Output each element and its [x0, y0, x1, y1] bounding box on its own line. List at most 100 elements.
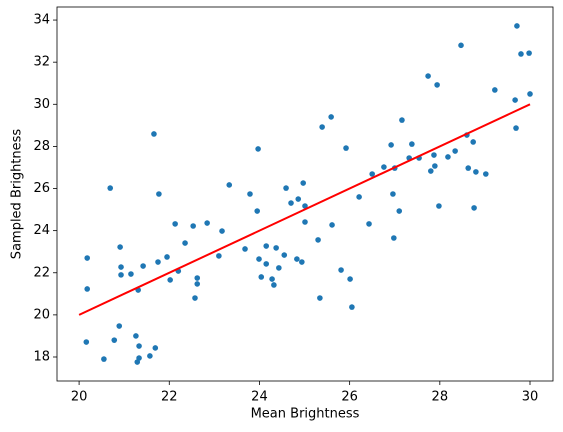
scatter-point: [116, 323, 123, 329]
scatter-point: [409, 141, 415, 147]
scatter-point: [319, 124, 325, 130]
scatter-point: [226, 182, 233, 188]
scatter-point: [473, 169, 479, 175]
scatter-point: [216, 253, 222, 259]
scatter-point: [366, 221, 372, 227]
scatter-point: [458, 42, 464, 49]
scatter-point: [164, 254, 170, 260]
y-tick-label: 20: [33, 307, 50, 322]
scatter-point: [328, 114, 334, 120]
y-axis-label: Sampled Brightness: [10, 129, 25, 260]
scatter-point: [492, 87, 498, 93]
x-tick-label: 30: [522, 390, 539, 405]
scatter-point: [302, 203, 308, 209]
x-tick-label: 28: [432, 390, 449, 405]
x-tick-label: 22: [161, 390, 178, 405]
scatter-point: [294, 256, 300, 262]
scatter-point: [84, 255, 91, 261]
scatter-point: [347, 276, 353, 282]
scatter-point: [155, 259, 161, 265]
scatter-point: [281, 252, 288, 258]
scatter-point: [356, 194, 362, 200]
scatter-point: [390, 191, 396, 197]
scatter-point: [445, 154, 451, 160]
scatter-point: [315, 237, 321, 243]
scatter-point: [399, 117, 405, 123]
x-tick-label: 26: [341, 390, 358, 405]
scatter-point: [111, 337, 118, 343]
scatter-point: [276, 265, 282, 271]
scatter-point: [133, 333, 139, 339]
scatter-point: [172, 221, 178, 227]
scatter-point: [431, 152, 437, 158]
scatter-point: [151, 131, 157, 137]
scatter-point: [269, 276, 275, 282]
scatter-point: [258, 274, 265, 280]
fit-line: [78, 103, 531, 316]
scatter-point: [83, 339, 90, 345]
scatter-point: [349, 304, 355, 310]
scatter-point: [338, 267, 344, 273]
scatter-point: [247, 191, 253, 197]
scatter-point: [299, 259, 305, 265]
scatter-point: [317, 295, 323, 301]
scatter-point: [434, 82, 440, 88]
scatter-point: [396, 208, 403, 214]
scatter-point: [369, 171, 375, 177]
x-axis-label: Mean Brightness: [251, 407, 360, 422]
scatter-point: [425, 73, 431, 79]
scatter-point: [190, 223, 196, 229]
scatter-point: [512, 97, 518, 103]
scatter-point: [194, 275, 201, 281]
scatter-point: [526, 50, 532, 56]
scatter-point: [343, 145, 349, 151]
scatter-point: [388, 142, 394, 148]
scatter-point: [156, 191, 162, 197]
scatter-point: [136, 355, 142, 361]
scatter-point: [254, 208, 261, 214]
scatter-point: [295, 196, 302, 202]
scatter-point: [128, 271, 134, 277]
scatter-point: [283, 185, 289, 191]
scatter-point: [147, 353, 153, 359]
y-tick-label: 34: [33, 13, 50, 28]
x-tick-label: 20: [71, 390, 88, 405]
scatter-point: [194, 281, 201, 287]
scatter-point: [167, 277, 173, 283]
scatter-point: [513, 125, 519, 131]
scatter-point: [391, 235, 397, 241]
scatter-point: [302, 219, 308, 225]
scatter-point: [271, 282, 277, 288]
y-tick-label: 26: [33, 181, 50, 196]
scatter-point: [182, 240, 188, 246]
scatter-point: [136, 343, 142, 349]
scatter-point: [263, 243, 270, 249]
scatter-point: [514, 23, 520, 29]
scatter-point: [118, 272, 124, 278]
scatter-point: [471, 205, 477, 211]
scatter-point: [204, 220, 210, 226]
scatter-point: [140, 263, 146, 269]
scatter-point: [428, 168, 434, 174]
y-tick-label: 32: [33, 55, 50, 70]
scatter-point: [219, 228, 225, 234]
scatter-point: [470, 139, 476, 145]
scatter-point: [118, 264, 124, 270]
y-tick-label: 22: [33, 265, 50, 280]
scatter-point: [432, 163, 438, 169]
scatter-point: [483, 171, 489, 177]
scatter-point: [84, 286, 91, 292]
scatter-point: [242, 246, 248, 252]
scatter-point: [255, 146, 261, 152]
x-tick-label: 24: [251, 390, 268, 405]
scatter-point: [436, 203, 442, 209]
scatter-point: [518, 51, 524, 57]
scatter-point: [256, 256, 262, 262]
scatter-point: [300, 180, 306, 186]
scatter-point: [381, 164, 387, 170]
y-tick-label: 28: [33, 139, 50, 154]
scatter-point: [527, 91, 533, 97]
scatter-point: [192, 295, 198, 301]
scatter-point: [263, 261, 270, 267]
scatter-point: [117, 244, 123, 250]
